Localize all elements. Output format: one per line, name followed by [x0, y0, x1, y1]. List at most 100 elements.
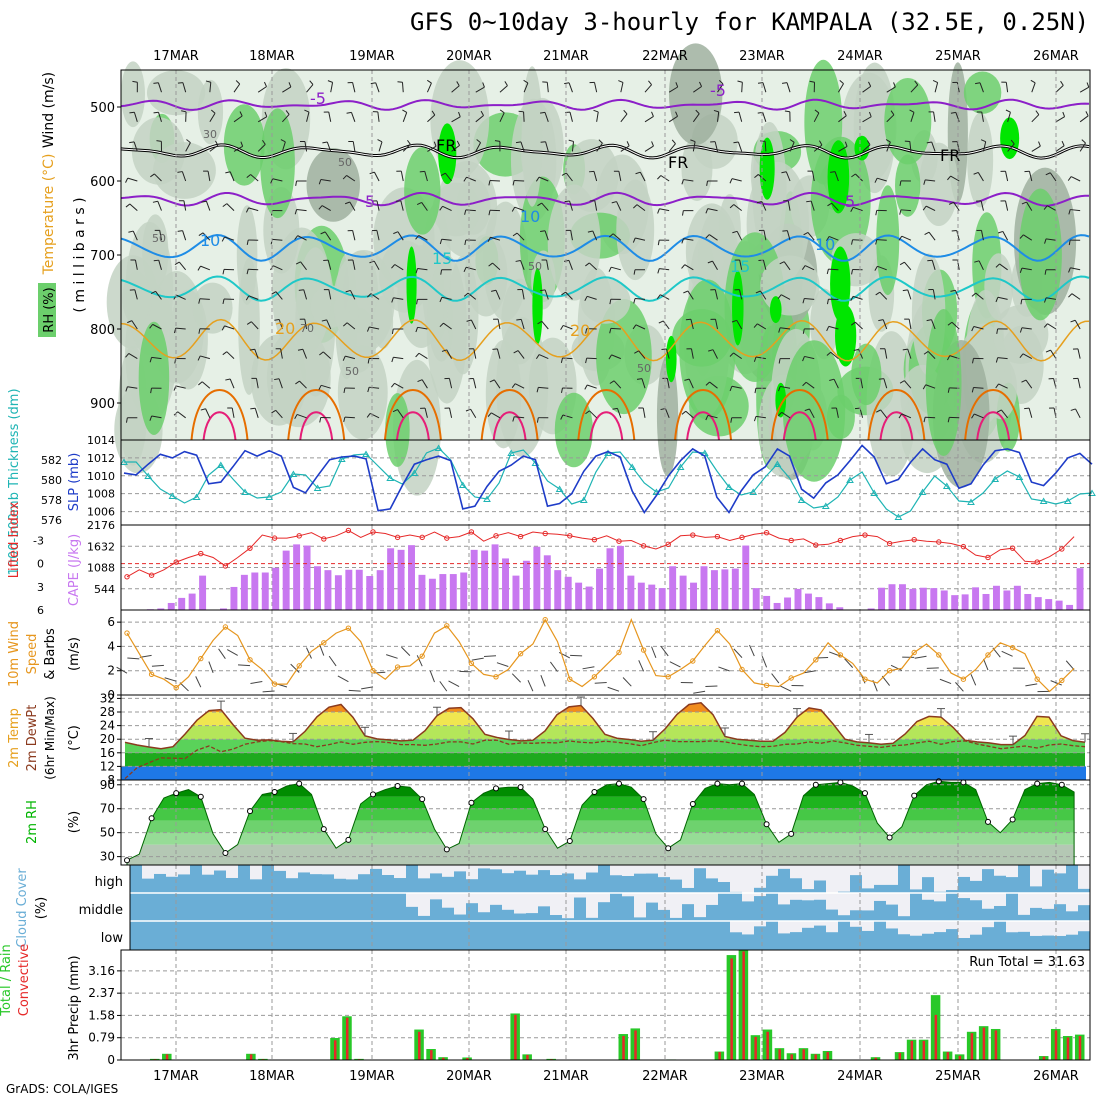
- wind-barb-flag: [1062, 111, 1066, 117]
- wind-barb-flag: [132, 80, 138, 83]
- wind-barb-flag: [439, 297, 443, 303]
- wind-barb: [134, 289, 138, 300]
- wind-barb-flag: [658, 320, 664, 324]
- wind-barb-flag: [731, 319, 737, 323]
- wind-barb-flag: [274, 318, 280, 321]
- wind-barb: [705, 685, 718, 688]
- wind-barb: [181, 171, 187, 182]
- rh-label: 70: [300, 322, 314, 335]
- wind-barb-flag: [898, 413, 903, 419]
- cloud-gap: [1054, 865, 1066, 874]
- temp-contour-30: [202, 411, 237, 441]
- wind-barb: [1046, 297, 1057, 300]
- temp-band-cold: [121, 766, 1086, 780]
- rh-marker: [493, 785, 499, 792]
- wind-barb: [200, 355, 210, 360]
- wind-barb-flag: [850, 321, 856, 326]
- wind-barb-flag: [802, 381, 807, 387]
- wind-barb-flag: [271, 409, 277, 414]
- wind-barb-flag: [593, 109, 599, 113]
- precip-conv-bar: [874, 1057, 878, 1060]
- wind-barb-flag: [875, 239, 878, 245]
- cape-bar: [940, 590, 948, 610]
- wind-barb-flag: [609, 380, 615, 384]
- dewpt-axis-label: 2m DewPt: [25, 705, 40, 772]
- wind-barb-flag: [923, 417, 926, 423]
- wind-barb: [910, 112, 915, 122]
- cloud-gap: [826, 921, 838, 933]
- wind-barb: [344, 416, 355, 419]
- wind-barb: [761, 655, 768, 668]
- cloud-gap: [862, 893, 874, 911]
- wind-barb: [280, 348, 283, 359]
- wind-barb: [693, 690, 706, 694]
- precip-conv-bar: [430, 1050, 433, 1060]
- wind-barb: [275, 291, 283, 300]
- wind-barb-flag: [539, 111, 546, 114]
- wind-barb: [523, 82, 529, 93]
- temp-contour-30: [976, 411, 1011, 441]
- cloud-gap: [886, 921, 898, 929]
- thickness-marker: [410, 469, 419, 476]
- rh-marker: [296, 780, 303, 787]
- cloud-gap: [730, 921, 742, 933]
- rh-marker: [837, 779, 844, 786]
- wind-barb-flag: [585, 358, 588, 364]
- date-label-top: 17MAR: [153, 49, 199, 64]
- rh-blob: [447, 255, 479, 375]
- wind-barb: [569, 200, 573, 211]
- wind-barb: [692, 113, 700, 123]
- lifted-marker: [321, 536, 327, 542]
- wind-barb: [1050, 680, 1062, 686]
- cloud-layer-label: high: [95, 875, 123, 890]
- wind-barb: [762, 259, 767, 270]
- wind-barb: [620, 145, 630, 152]
- wind-barb: [1047, 205, 1057, 212]
- lifted-marker: [1009, 545, 1016, 551]
- wind-barb-flag: [246, 239, 249, 245]
- rh-marker: [148, 815, 155, 822]
- cloud-gap: [538, 865, 550, 871]
- wind-barb: [1001, 409, 1009, 419]
- contour-label: 5: [845, 192, 855, 211]
- wind-barb: [520, 260, 525, 270]
- temp-contour-5: [120, 191, 1089, 207]
- wind-barb-flag: [853, 348, 859, 352]
- rh-band: [127, 844, 1075, 865]
- lifted-marker: [567, 533, 573, 539]
- cloud-gap: [850, 865, 862, 876]
- wind-barb-flag: [718, 80, 724, 85]
- wind-barb: [979, 82, 984, 93]
- rh-marker: [419, 796, 426, 803]
- cape-bar: [230, 586, 238, 610]
- cloud-gap: [646, 893, 658, 903]
- wind-barb: [164, 677, 177, 682]
- wind-barb: [860, 378, 864, 389]
- cloud-gap: [886, 865, 898, 885]
- y-tick-label: 2.37: [88, 986, 115, 1000]
- wind-barb: [925, 179, 936, 182]
- wind-barb: [804, 297, 815, 300]
- wind-barb: [248, 295, 259, 300]
- wind-barb: [862, 85, 871, 93]
- lifted-marker: [788, 537, 794, 544]
- wind-barb: [714, 289, 719, 300]
- wind-barb: [852, 295, 863, 300]
- cloud-gap: [298, 865, 310, 873]
- wind-barb-flag: [560, 357, 563, 364]
- wind-barb: [205, 201, 211, 211]
- wind-barb: [592, 230, 598, 241]
- cape-bar: [491, 544, 499, 610]
- rh-marker: [763, 821, 770, 828]
- wind-barb: [540, 675, 546, 687]
- rh-blob: [853, 62, 896, 194]
- cape-bar: [972, 587, 980, 610]
- precip-conv-bar: [790, 1054, 793, 1060]
- wind-barb-flag: [657, 208, 660, 214]
- wind-barb-flag: [391, 328, 394, 335]
- wind-barb-flag: [705, 234, 710, 239]
- wind-barb: [499, 85, 508, 93]
- precip-conv-bar: [814, 1054, 817, 1060]
- lifted-marker: [247, 545, 253, 551]
